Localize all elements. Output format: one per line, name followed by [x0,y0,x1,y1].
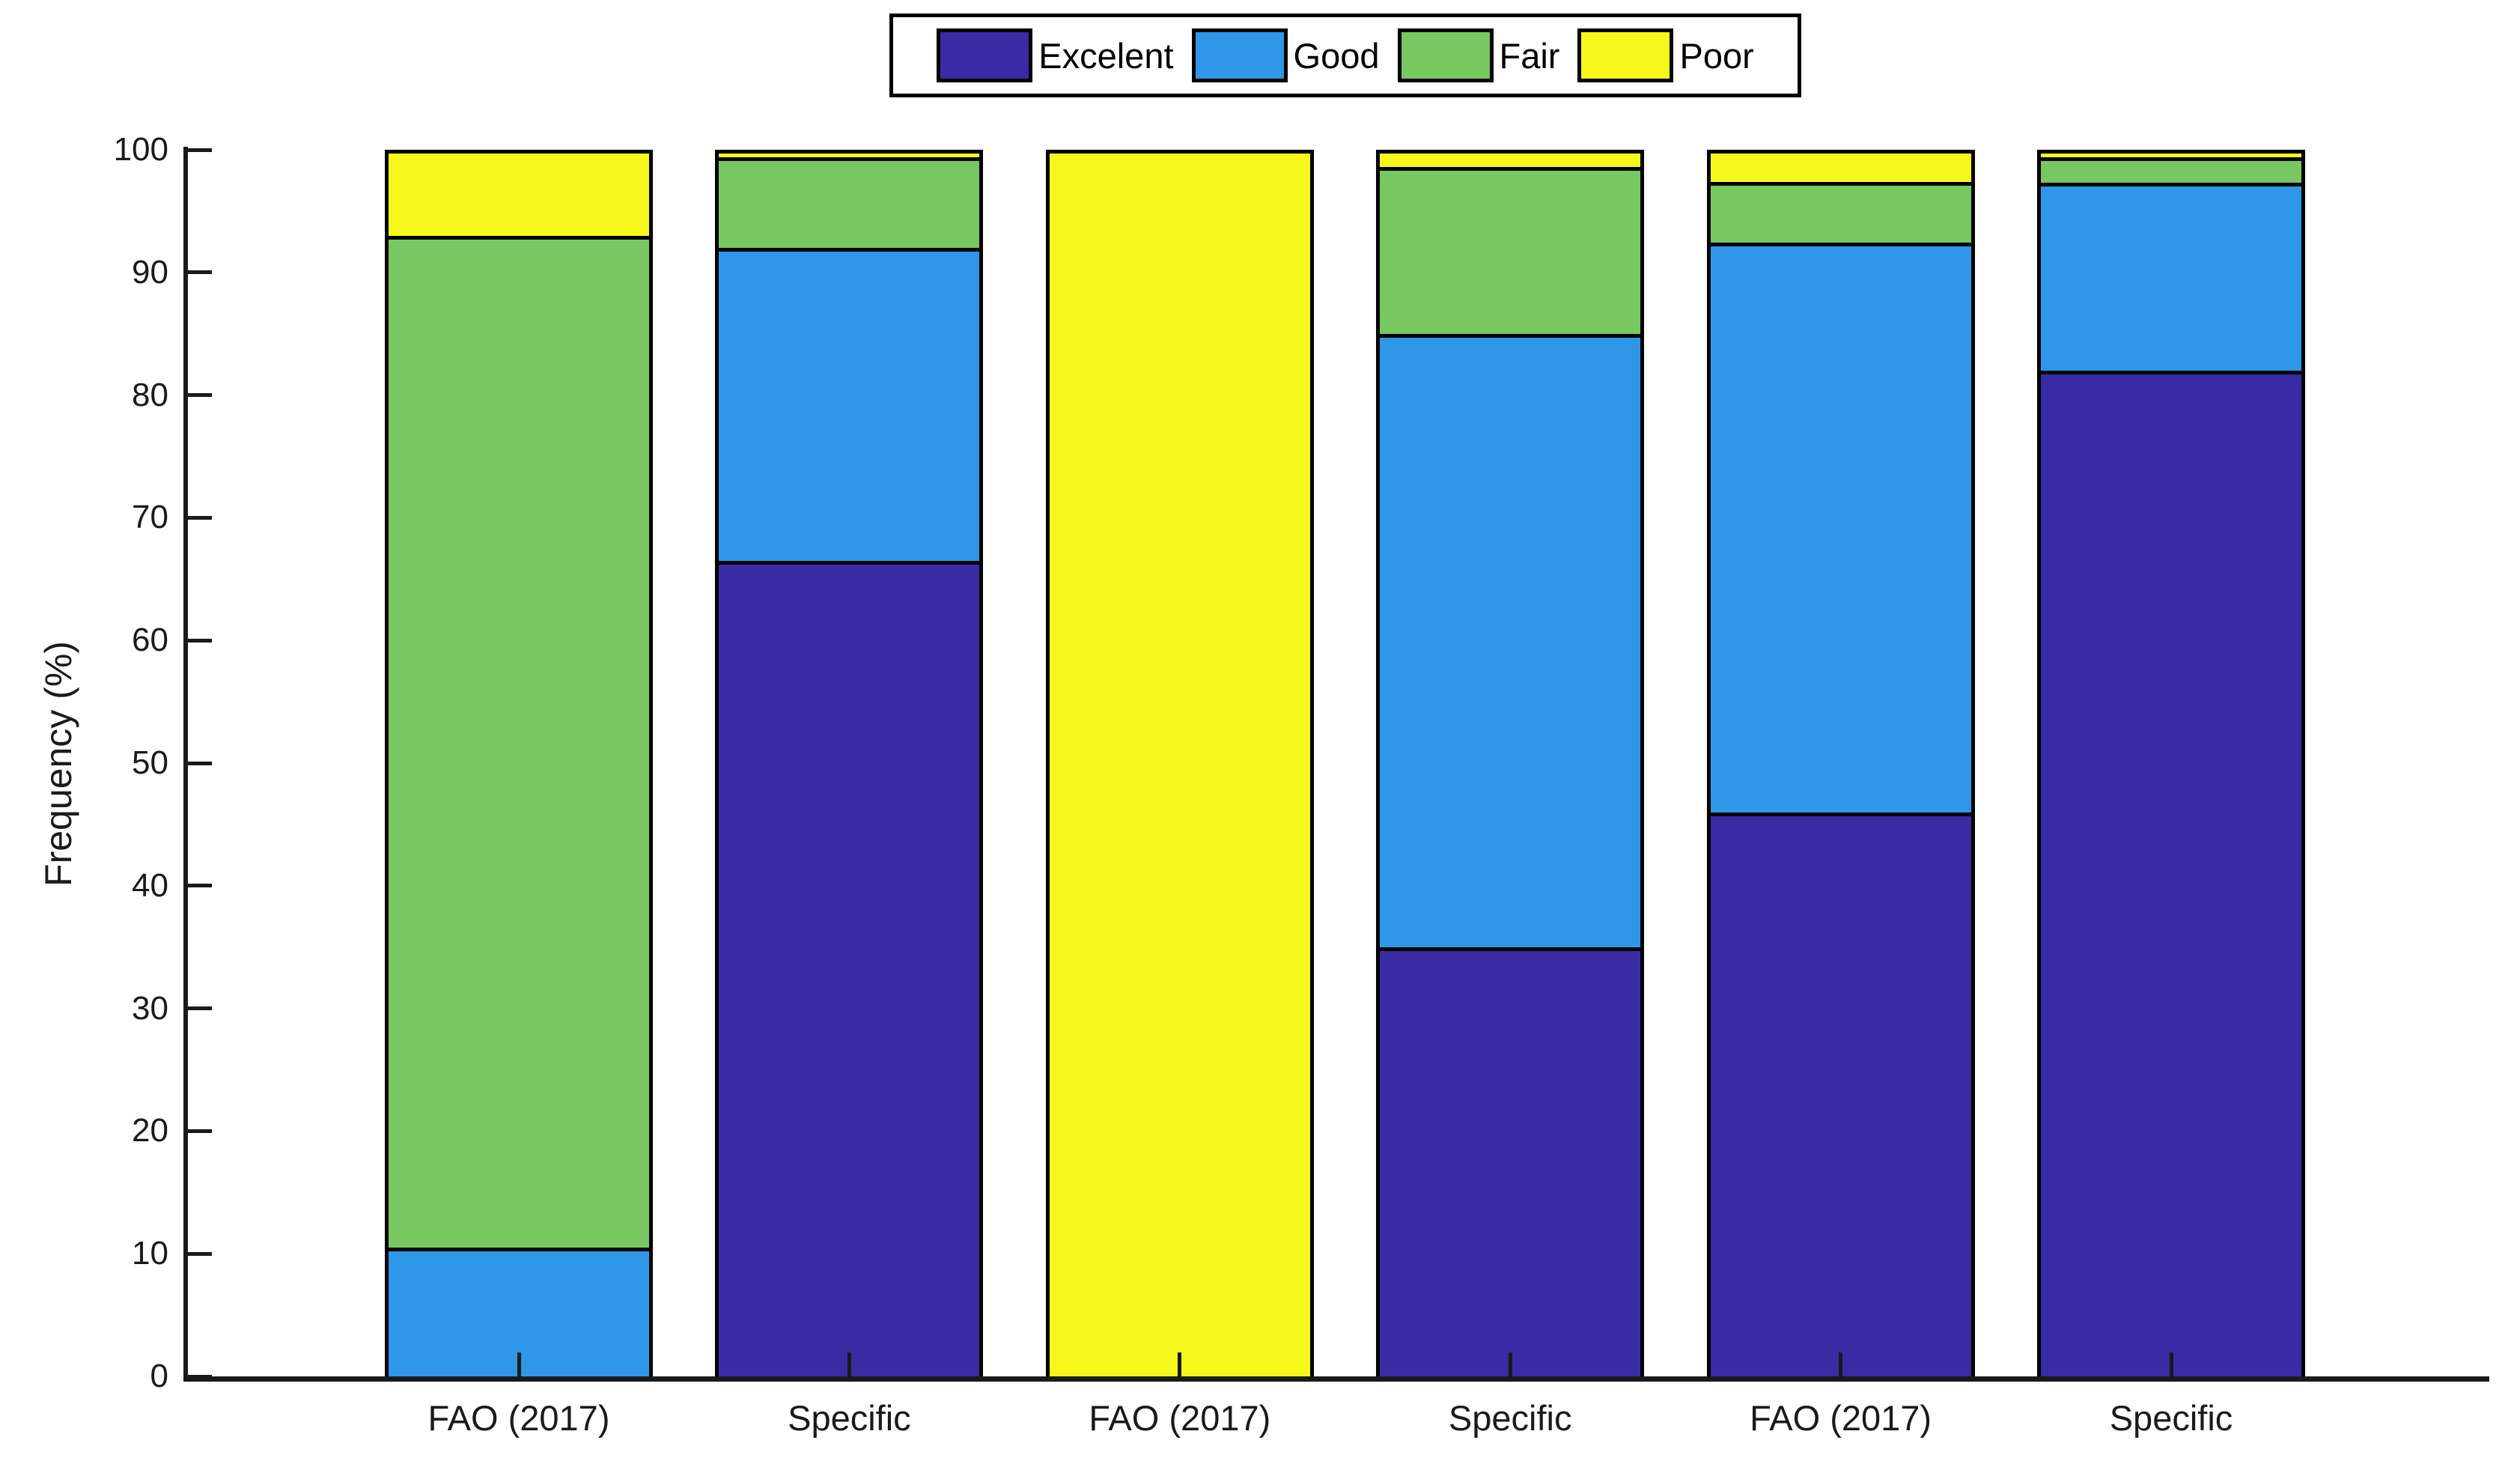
legend-label-fair: Fair [1499,35,1560,76]
y-tick-label: 40 [132,866,168,904]
bar-segment-fair [385,235,653,1248]
y-tick [188,761,212,765]
legend-label-good: Good [1293,35,1380,76]
bar-segment-good [1376,333,1645,947]
x-tick-label: FAO (2017) [1750,1398,1932,1438]
bar-segment-excelent [715,560,984,1376]
y-tick-label: 0 [150,1358,168,1394]
bar-segment-fair [715,157,984,249]
bar-segment-excelent [1706,812,1975,1376]
y-tick [188,1374,212,1379]
x-tick-label: Specific [2109,1398,2233,1438]
y-tick [188,1251,212,1256]
y-tick [188,638,212,643]
y-tick-label: 60 [132,622,168,659]
fair-color-swatch [1397,28,1494,82]
bar-segment-fair [1706,181,1975,243]
legend-label-excelent: Excelent [1038,35,1174,76]
x-tick [1508,1352,1512,1376]
y-tick-label: 30 [132,989,168,1027]
bar-segment-poor [1376,150,1645,167]
x-tick-label: FAO (2017) [427,1398,610,1438]
y-tick [188,515,212,520]
chart-legend: Excelent Good Fair Poor [889,13,1801,97]
y-tick [188,270,212,275]
x-tick [1839,1352,1843,1376]
y-tick-label: 100 [113,131,168,168]
x-tick [2169,1352,2173,1376]
y-tick [188,884,212,888]
x-tick [1178,1352,1182,1376]
bar-segment-excelent [2037,370,2305,1376]
bar-segment-good [715,248,984,561]
bar-segment-excelent [1376,947,1645,1376]
bar-segment-fair [1376,166,1645,334]
bar-segment-poor [1706,150,1975,182]
y-tick-label: 90 [132,253,168,291]
x-tick [517,1352,521,1376]
x-tick-label: Specific [1448,1398,1572,1438]
y-tick-label: 20 [132,1112,168,1149]
y-tick-label: 80 [132,376,168,413]
bar-segment-fair [2037,157,2305,183]
legend-item-good: Good [1191,28,1380,82]
bar-segment-poor [715,150,984,157]
legend-item-excelent: Excelent [937,28,1174,82]
x-tick-label: Specific [788,1398,911,1438]
legend-item-fair: Fair [1397,28,1560,82]
x-tick-label: FAO (2017) [1089,1398,1271,1438]
y-tick [188,1006,212,1011]
y-tick-label: 10 [132,1235,168,1272]
poor-color-swatch [1577,28,1674,82]
excelent-color-swatch [937,28,1033,82]
bar-segment-good [2037,183,2305,371]
y-tick [188,393,212,398]
y-tick-label: 70 [132,499,168,536]
legend-item-poor: Poor [1577,28,1754,82]
bar-segment-poor [2037,150,2305,157]
x-axis-line [183,1376,2489,1382]
y-tick [188,148,212,152]
bar-segment-good [1706,243,1975,813]
legend-label-poor: Poor [1679,35,1754,76]
bar-segment-poor [1045,150,1314,1376]
x-tick [847,1352,851,1376]
bar-segment-poor [385,150,653,236]
y-tick-label: 50 [132,744,168,781]
y-axis-line [183,147,188,1382]
y-tick [188,1129,212,1133]
good-color-swatch [1191,28,1288,82]
